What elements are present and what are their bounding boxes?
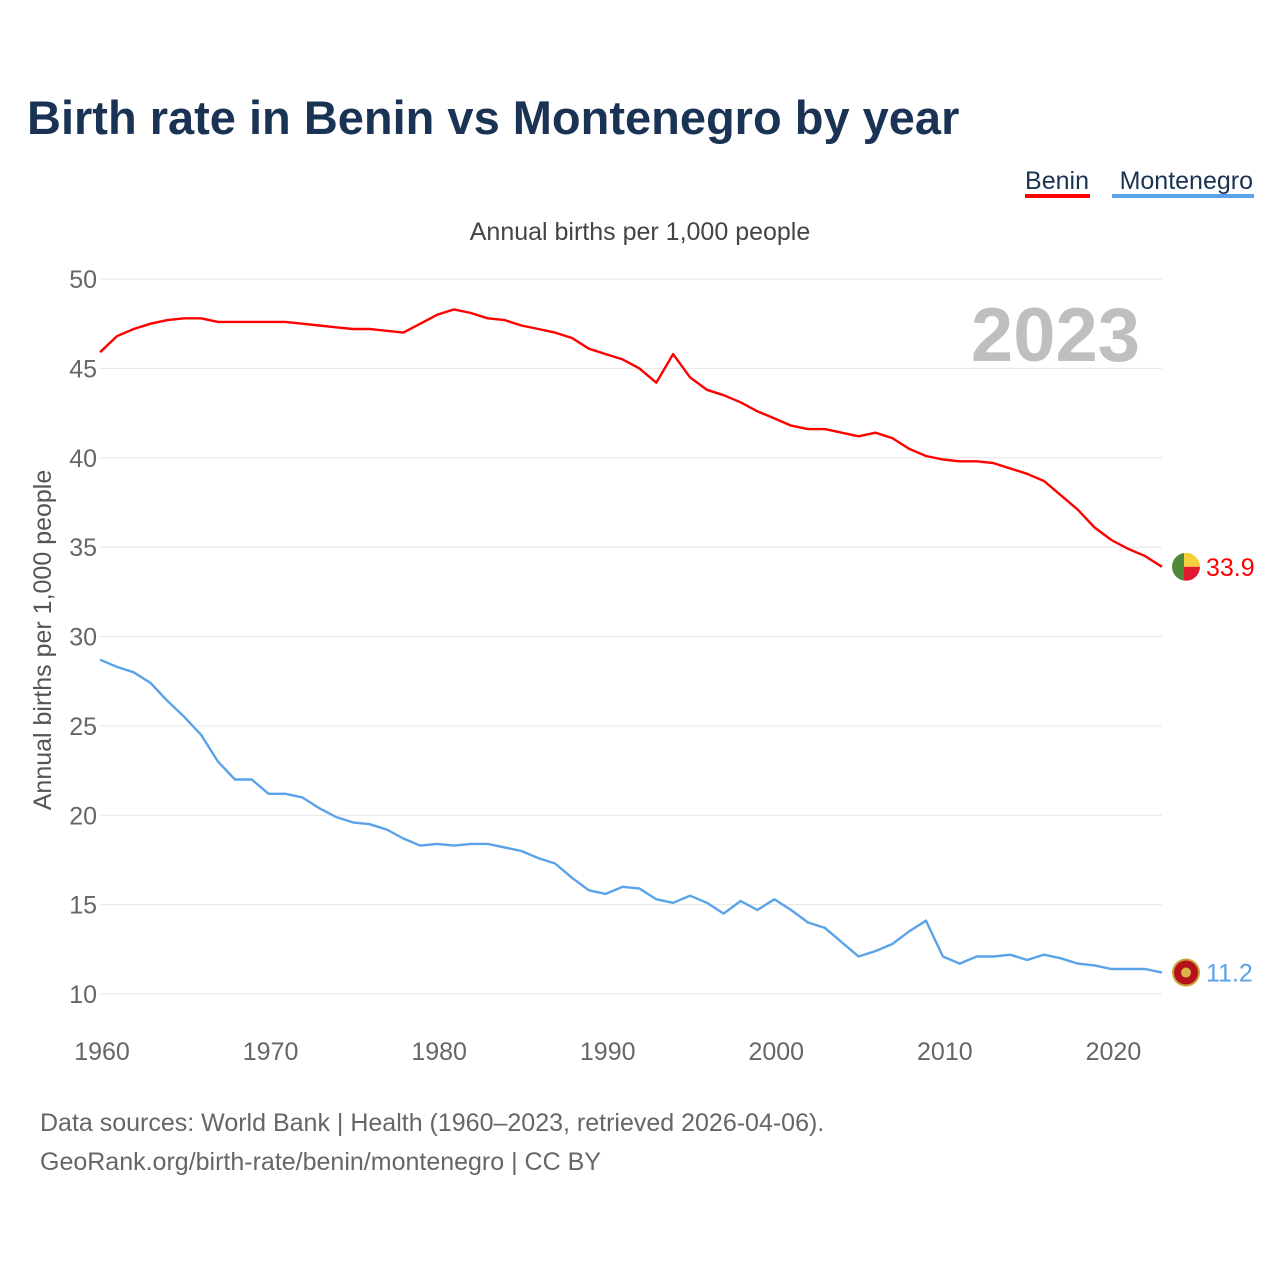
- end-label-montenegro: 11.2: [1206, 960, 1253, 988]
- year-watermark: 2023: [971, 293, 1140, 378]
- series-line-montenegro: [99, 658, 1163, 974]
- grid-lines: [100, 278, 1162, 995]
- source-line-1: Data sources: World Bank | Health (1960–…: [40, 1109, 824, 1137]
- y-tick-label: 25: [69, 713, 97, 741]
- x-tick-label: 1990: [580, 1038, 636, 1066]
- legend-swatch-montenegro: [1112, 194, 1254, 198]
- y-tick-label: 20: [69, 802, 97, 830]
- series-lines: [99, 308, 1163, 974]
- series-end-markers: 33.9 11.2: [1172, 552, 1255, 988]
- legend-item-benin[interactable]: Benin: [1025, 167, 1089, 195]
- y-tick-label: 15: [69, 892, 97, 920]
- y-tick-label: 45: [69, 355, 97, 383]
- y-axis-label: Annual births per 1,000 people: [29, 470, 57, 811]
- flag-montenegro-icon: [1172, 958, 1200, 987]
- series-line-benin: [99, 308, 1163, 568]
- x-axis-ticks: 1960 1970 1980 1990 2000 2010 2020: [74, 1038, 1141, 1066]
- x-tick-label: 1980: [411, 1038, 467, 1066]
- flag-benin-icon: [1172, 552, 1200, 581]
- y-tick-label: 35: [69, 534, 97, 562]
- legend-swatch-benin: [1025, 194, 1090, 198]
- legend: Benin Montenegro: [1025, 167, 1254, 198]
- y-axis-ticks: 10 15 20 25 30 35 40 45 50: [69, 266, 97, 1009]
- x-tick-label: 2010: [917, 1038, 973, 1066]
- x-tick-label: 2020: [1086, 1038, 1142, 1066]
- y-tick-label: 30: [69, 624, 97, 652]
- end-label-benin: 33.9: [1206, 554, 1255, 582]
- source-line-2: GeoRank.org/birth-rate/benin/montenegro …: [40, 1148, 601, 1176]
- y-tick-label: 10: [69, 981, 97, 1009]
- legend-item-montenegro[interactable]: Montenegro: [1120, 167, 1253, 195]
- x-tick-label: 2000: [748, 1038, 804, 1066]
- y-tick-label: 50: [69, 266, 97, 294]
- x-tick-label: 1960: [74, 1038, 130, 1066]
- y-tick-label: 40: [69, 445, 97, 473]
- page-title: Birth rate in Benin vs Montenegro by yea…: [27, 91, 959, 144]
- x-tick-label: 1970: [243, 1038, 299, 1066]
- chart-subtitle: Annual births per 1,000 people: [470, 218, 811, 246]
